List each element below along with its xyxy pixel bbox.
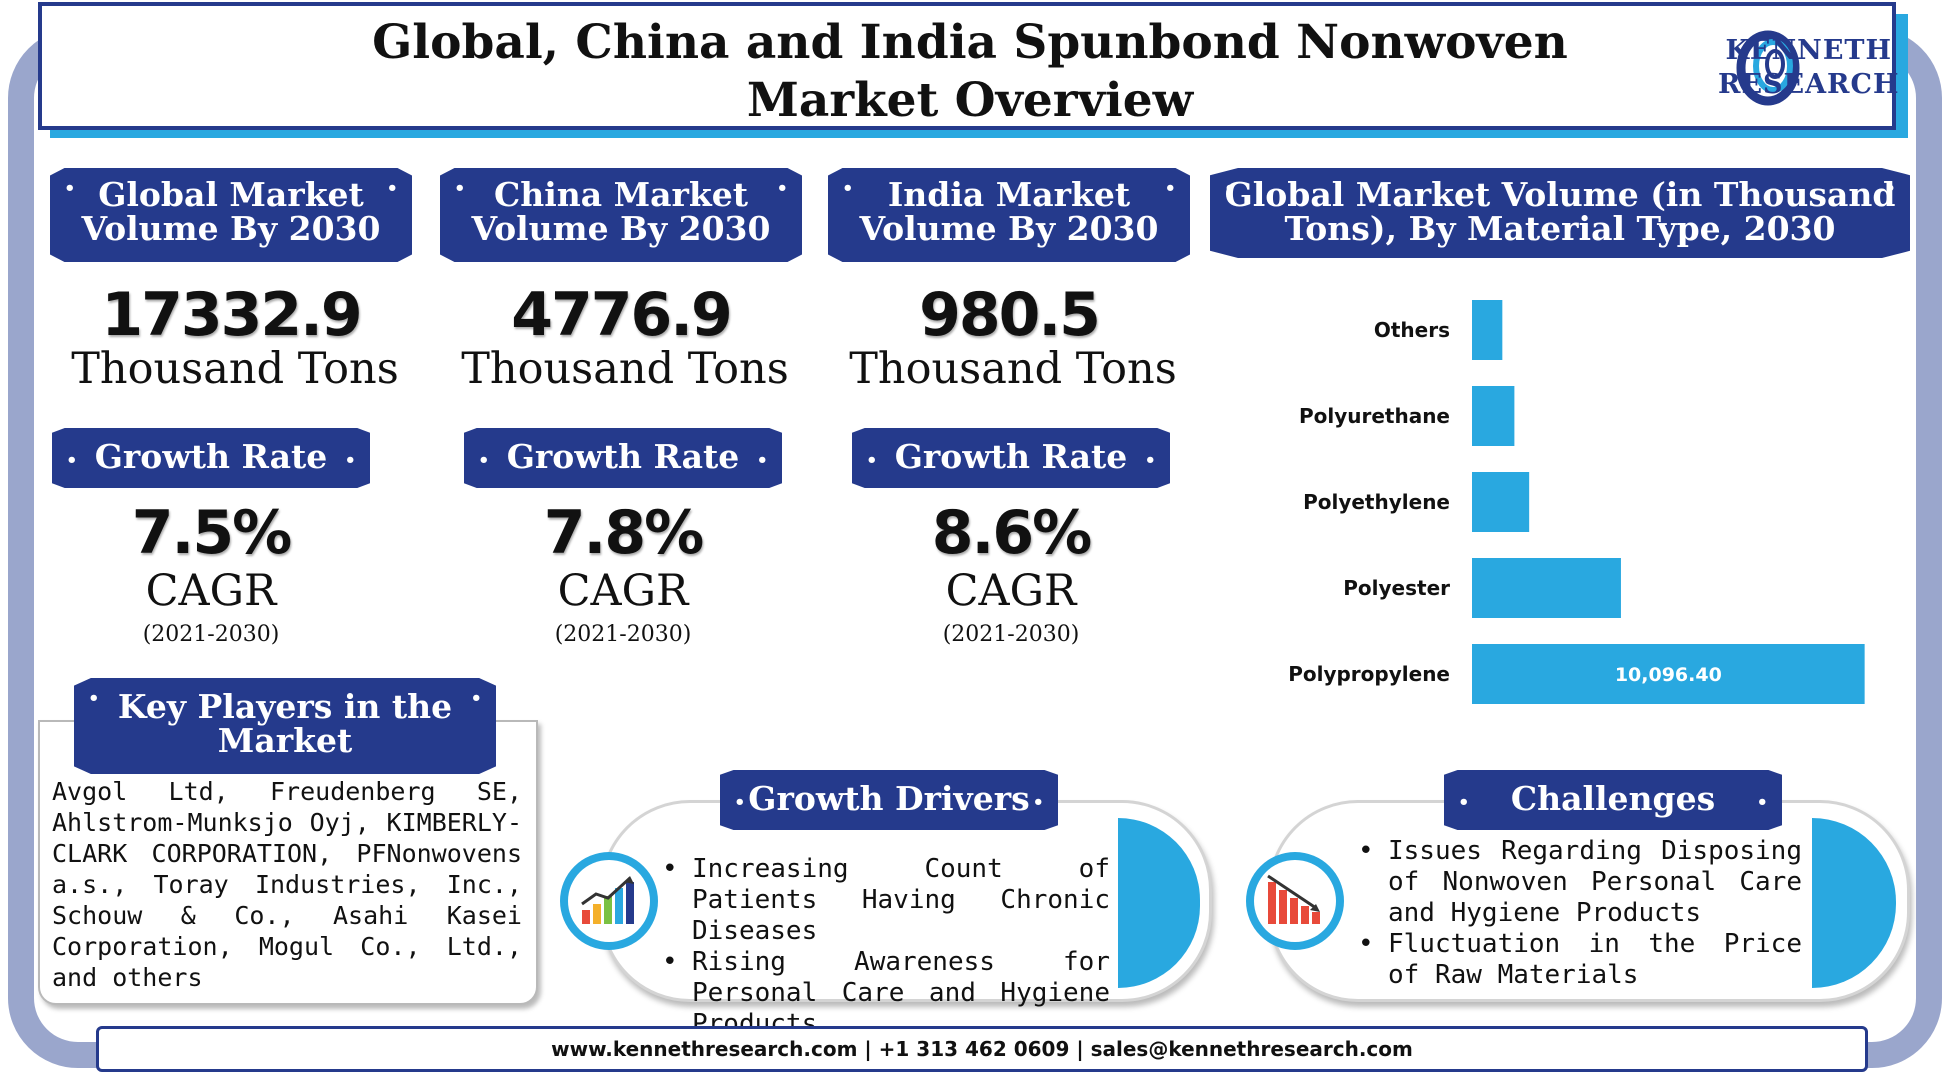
challenges-icon-ring: [1246, 852, 1344, 950]
category-label: Polyethylene: [1303, 490, 1450, 514]
india-volume-unit: Thousand Tons: [849, 344, 1177, 394]
challenge-item: Issues Regarding Disposing of Nonwoven P…: [1354, 836, 1802, 929]
kenneth-research-logo: KENNETH RESEARCH: [1650, 28, 1898, 118]
category-label: Polyurethane: [1299, 404, 1450, 428]
challenges-heading: Challenges: [1444, 770, 1782, 830]
china-volume-value: 4776.9: [511, 280, 733, 350]
chart-title-ribbon: Global Market Volume (in Thousand Tons),…: [1210, 168, 1910, 258]
bar-polyurethane: [1472, 386, 1515, 446]
challenges-heading-text: Challenges: [1510, 779, 1716, 818]
china-cagr-label: CAGR: [557, 566, 689, 616]
global-market-heading: Global Market Volume By 2030: [50, 168, 412, 262]
global-cagr-period: (2021-2030): [142, 622, 280, 647]
china-market-heading-text: China Market Volume By 2030: [471, 175, 771, 248]
global-growth-rate-text: Growth Rate: [94, 437, 328, 476]
china-cagr-period: (2021-2030): [554, 622, 692, 647]
logo-line-1: KENNETH: [1725, 35, 1893, 66]
global-cagr-label: CAGR: [145, 566, 277, 616]
india-volume-value: 980.5: [919, 280, 1101, 350]
india-market-heading-text: India Market Volume By 2030: [859, 175, 1159, 248]
global-volume-unit: Thousand Tons: [71, 344, 399, 394]
challenge-item: Fluctuation in the Price of Raw Material…: [1354, 929, 1802, 991]
challenges-list: Issues Regarding Disposing of Nonwoven P…: [1354, 836, 1802, 991]
india-market-heading: India Market Volume By 2030: [828, 168, 1190, 262]
chart-title: Global Market Volume (in Thousand Tons),…: [1224, 175, 1896, 248]
india-growth-rate-heading: Growth Rate: [852, 428, 1170, 488]
india-cagr-value: 8.6%: [931, 498, 1092, 568]
key-players-list: Avgol Ltd, Freudenberg SE, Ahlstrom-Munk…: [52, 777, 522, 992]
growth-drivers-list: Increasing Count of Patients Having Chro…: [658, 854, 1110, 1040]
global-market-heading-text: Global Market Volume By 2030: [81, 175, 381, 248]
category-label: Polyester: [1343, 576, 1450, 600]
kenneth-research-logo-icon: [1736, 30, 1800, 106]
category-label: Others: [1374, 318, 1450, 342]
bar-polyester: [1472, 558, 1621, 618]
global-growth-rate-heading: Growth Rate: [52, 428, 370, 488]
contact-footer: www.kennethresearch.com | +1 313 462 060…: [96, 1026, 1868, 1072]
material-type-bar-chart: Others Polyurethane Polyethylene Polyester P…: [1288, 300, 1865, 704]
growth-drivers-heading: Growth Drivers: [720, 770, 1058, 830]
page-title: Global, China and India Spunbond Nonwove…: [372, 15, 1568, 128]
global-cagr-value: 7.5%: [131, 498, 292, 568]
title-banner: Global, China and India Spunbond Nonwove…: [38, 2, 1898, 130]
key-players-heading-text: Key Players in the Market: [117, 687, 453, 760]
rising-bar-chart-icon: [581, 876, 634, 924]
growth-drivers-heading-text: Growth Drivers: [748, 779, 1030, 818]
bar-polyethylene: [1472, 472, 1530, 532]
china-growth-rate-heading: Growth Rate: [464, 428, 782, 488]
india-cagr-label: CAGR: [945, 566, 1077, 616]
logo-line-2: RESEARCH: [1718, 69, 1900, 100]
bar-polypropylene: [1472, 644, 1865, 704]
data-label: 10,096.40: [1615, 664, 1722, 686]
key-players-heading: Key Players in the Market: [74, 678, 496, 774]
bar-others: [1472, 300, 1503, 360]
china-market-heading: China Market Volume By 2030: [440, 168, 802, 262]
india-cagr-period: (2021-2030): [942, 622, 1080, 647]
china-cagr-value: 7.8%: [543, 498, 704, 568]
growth-driver-item: Increasing Count of Patients Having Chro…: [658, 854, 1110, 947]
category-label: Polypropylene: [1288, 662, 1450, 686]
growth-drivers-icon-ring: [560, 852, 658, 950]
falling-bar-chart-icon: [1267, 874, 1320, 924]
china-volume-unit: Thousand Tons: [461, 344, 789, 394]
growth-driver-item: Rising Awareness for Personal Care and H…: [658, 947, 1110, 1040]
global-volume-value: 17332.9: [101, 280, 362, 350]
china-growth-rate-text: Growth Rate: [506, 437, 740, 476]
india-growth-rate-text: Growth Rate: [894, 437, 1128, 476]
